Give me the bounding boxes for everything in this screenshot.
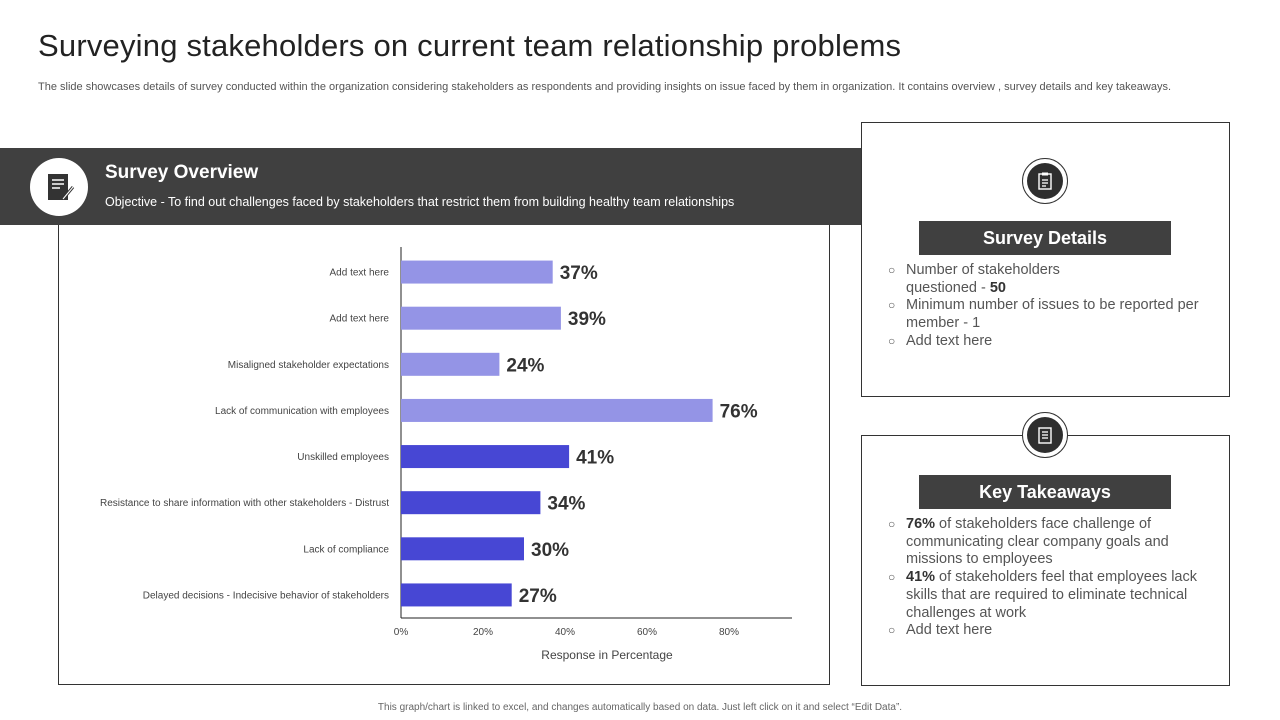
category-label: Delayed decisions - Indecisive behavior … [143,590,389,601]
survey-details-heading: Survey Details [919,221,1171,255]
bar [401,491,541,515]
category-label: Add text here [330,268,390,279]
category-label: Misaligned stakeholder expectations [228,360,389,371]
category-label: Lack of communication with employees [215,406,389,417]
category-label: Resistance to share information with oth… [100,498,389,509]
notes-icon [1022,412,1068,458]
survey-details-list: ○ Number of stakeholders questioned - 50 … [888,262,1206,351]
list-item: ○ Add text here [888,332,993,349]
key-takeaways-heading: Key Takeaways [919,475,1171,509]
list-item: ○ Add text here [888,622,993,639]
bar [401,537,524,561]
bar [401,352,500,376]
chart-container: Add text here 37% Add text here 39% Misalign… [58,225,830,685]
list-item: ○ 41% of stakeholders feel that employees… [888,569,1197,621]
bar-chart: Add text here 37% Add text here 39% Misalign… [100,247,792,662]
data-label: 24% [506,355,544,376]
category-label: Add text here [330,314,390,325]
data-label: 34% [547,494,585,515]
x-tick-label: 40% [555,627,575,638]
data-label: 76% [720,401,758,422]
x-tick-label: 0% [394,627,409,638]
data-label: 41% [576,448,614,469]
data-label: 27% [519,586,557,607]
bar [401,398,713,422]
survey-overview-band: Survey Overview Objective - To find out … [0,148,861,225]
bar [401,260,553,284]
key-takeaways-list: ○ 76% of stakeholders face challenge of c… [888,516,1206,640]
document-pen-icon [30,158,88,216]
data-label: 37% [560,263,598,284]
survey-overview-heading: Survey Overview [105,162,259,183]
x-tick-label: 80% [719,627,739,638]
data-label: 30% [531,540,569,561]
list-item: ○ Number of stakeholders questioned - 50 [888,262,1060,296]
page-subtitle: The slide showcases details of survey co… [38,81,1172,93]
category-label: Unskilled employees [297,452,389,463]
page-title: Surveying stakeholders on current team r… [38,28,902,63]
survey-objective: Objective - To find out challenges faced… [105,195,735,209]
x-tick-label: 20% [473,627,493,638]
x-tick-label: 60% [637,627,657,638]
list-item: ○ Minimum number of issues to be reported… [888,297,1199,332]
checklist-icon [1022,158,1068,204]
x-axis-label: Response in Percentage [541,648,673,662]
bar [401,445,570,469]
category-label: Lack of compliance [303,544,389,555]
bar [401,583,512,607]
bar [401,306,561,330]
footer-note: This graph/chart is linked to excel, and… [377,702,903,713]
list-item: ○ 76% of stakeholders face challenge of c… [888,516,1169,568]
data-label: 39% [568,309,606,330]
